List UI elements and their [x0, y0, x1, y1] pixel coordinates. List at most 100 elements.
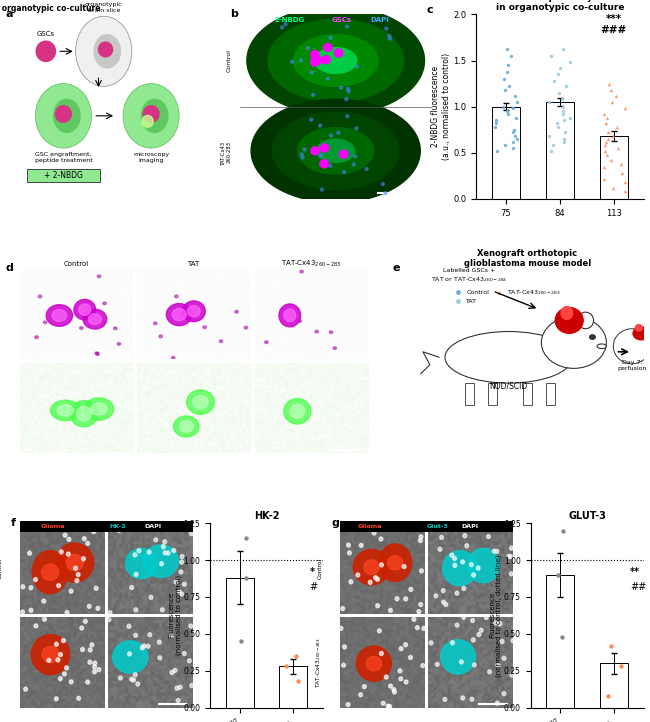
Circle shape [419, 603, 422, 606]
Circle shape [365, 168, 368, 170]
Circle shape [244, 326, 248, 329]
Ellipse shape [54, 99, 80, 132]
Ellipse shape [83, 309, 107, 329]
Point [612, 142, 623, 154]
Point [552, 69, 563, 80]
Point [603, 133, 613, 144]
Circle shape [404, 680, 408, 684]
Point [291, 651, 302, 662]
Circle shape [300, 270, 304, 273]
Ellipse shape [51, 400, 81, 420]
Point [608, 131, 618, 142]
Ellipse shape [284, 399, 311, 424]
Circle shape [329, 36, 332, 39]
Circle shape [187, 658, 191, 663]
Circle shape [77, 696, 81, 700]
Circle shape [301, 156, 304, 159]
Circle shape [541, 317, 606, 368]
Point [502, 44, 512, 56]
Point [502, 105, 512, 117]
Circle shape [127, 625, 131, 628]
Point [600, 145, 610, 157]
Circle shape [21, 610, 25, 614]
Circle shape [94, 586, 98, 590]
Circle shape [393, 690, 396, 694]
Circle shape [134, 573, 138, 576]
Ellipse shape [366, 656, 382, 671]
Bar [492, 107, 520, 199]
Circle shape [399, 647, 403, 651]
Text: e: e [393, 264, 400, 274]
Ellipse shape [42, 646, 59, 663]
Circle shape [487, 534, 490, 539]
Ellipse shape [142, 99, 168, 132]
Point [281, 661, 291, 672]
Circle shape [502, 656, 506, 661]
Circle shape [399, 677, 403, 681]
Circle shape [136, 682, 140, 686]
Circle shape [374, 575, 378, 580]
Circle shape [280, 26, 283, 29]
Circle shape [421, 664, 424, 668]
Point [599, 161, 610, 173]
Circle shape [98, 275, 101, 278]
Ellipse shape [46, 305, 73, 326]
Text: GSCs: GSCs [37, 32, 55, 38]
Text: Glioma: Glioma [40, 524, 64, 529]
Circle shape [265, 341, 268, 344]
Circle shape [484, 616, 488, 619]
Circle shape [24, 687, 27, 691]
Y-axis label: Fluorescence
(normalised to control): Fluorescence (normalised to control) [168, 575, 182, 656]
Point [620, 176, 630, 188]
Circle shape [133, 673, 137, 677]
Text: 2-NBDG: 2-NBDG [274, 17, 304, 23]
Circle shape [386, 704, 390, 708]
Ellipse shape [597, 344, 606, 349]
Circle shape [313, 58, 315, 61]
Circle shape [388, 37, 391, 40]
Ellipse shape [187, 390, 214, 414]
Circle shape [320, 160, 328, 168]
Circle shape [496, 664, 500, 667]
Point [512, 133, 523, 144]
Circle shape [462, 586, 465, 591]
Circle shape [337, 131, 340, 134]
Circle shape [76, 573, 80, 577]
Circle shape [95, 352, 98, 355]
Circle shape [376, 604, 380, 608]
Ellipse shape [144, 545, 179, 578]
Circle shape [311, 58, 315, 61]
Point [491, 115, 501, 126]
Text: GSC-brain organotypic co-culture: GSC-brain organotypic co-culture [0, 4, 101, 12]
Text: HK-2: HK-2 [110, 524, 126, 529]
Circle shape [311, 51, 319, 58]
Circle shape [494, 621, 497, 625]
Title: TAT-Cx43$_{260-283}$: TAT-Cx43$_{260-283}$ [281, 258, 341, 269]
Circle shape [507, 554, 511, 558]
Circle shape [488, 670, 491, 674]
Point [510, 131, 520, 142]
Text: ##: ## [630, 582, 646, 591]
Circle shape [326, 77, 330, 80]
Point [620, 186, 630, 197]
Circle shape [44, 321, 47, 323]
Circle shape [160, 562, 164, 566]
Circle shape [346, 115, 349, 118]
Circle shape [450, 553, 454, 557]
Point [558, 108, 568, 120]
Circle shape [70, 589, 73, 593]
Ellipse shape [193, 396, 208, 409]
Ellipse shape [555, 308, 583, 334]
Title: Glucose uptake by GSCs
in organotypic co-culture: Glucose uptake by GSCs in organotypic co… [496, 0, 624, 12]
Circle shape [392, 687, 396, 692]
Circle shape [96, 352, 99, 355]
Text: Day 7:
perfusion: Day 7: perfusion [617, 360, 647, 371]
Text: ***: *** [606, 14, 622, 24]
Circle shape [59, 550, 63, 554]
Circle shape [462, 615, 465, 619]
Circle shape [108, 611, 112, 614]
Circle shape [82, 557, 85, 561]
Circle shape [495, 549, 499, 553]
Point [508, 126, 518, 138]
Circle shape [372, 531, 376, 535]
